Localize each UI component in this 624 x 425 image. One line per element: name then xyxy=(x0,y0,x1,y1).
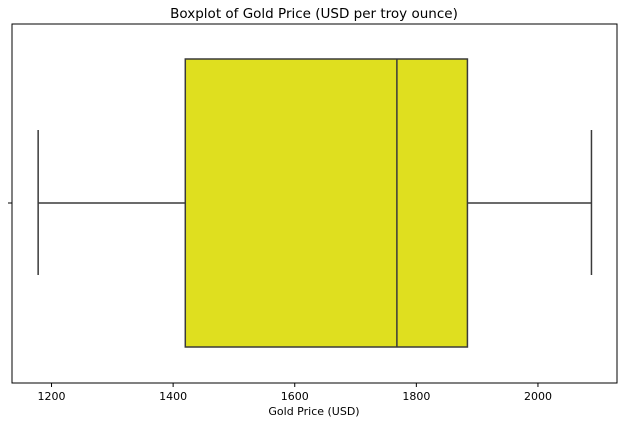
chart-title: Boxplot of Gold Price (USD per troy ounc… xyxy=(170,6,458,22)
x-tick-label: 1600 xyxy=(281,390,309,403)
x-axis-label: Gold Price (USD) xyxy=(268,405,359,418)
x-tick-label: 1400 xyxy=(159,390,187,403)
box-plot-group xyxy=(37,58,593,348)
x-tick-label: 1800 xyxy=(402,390,430,403)
x-axis-ticks: 1200 1400 1600 1800 2000 xyxy=(8,202,552,403)
x-tick-label: 2000 xyxy=(524,390,552,403)
interquartile-box xyxy=(184,58,469,348)
x-tick-label: 1200 xyxy=(38,390,66,403)
